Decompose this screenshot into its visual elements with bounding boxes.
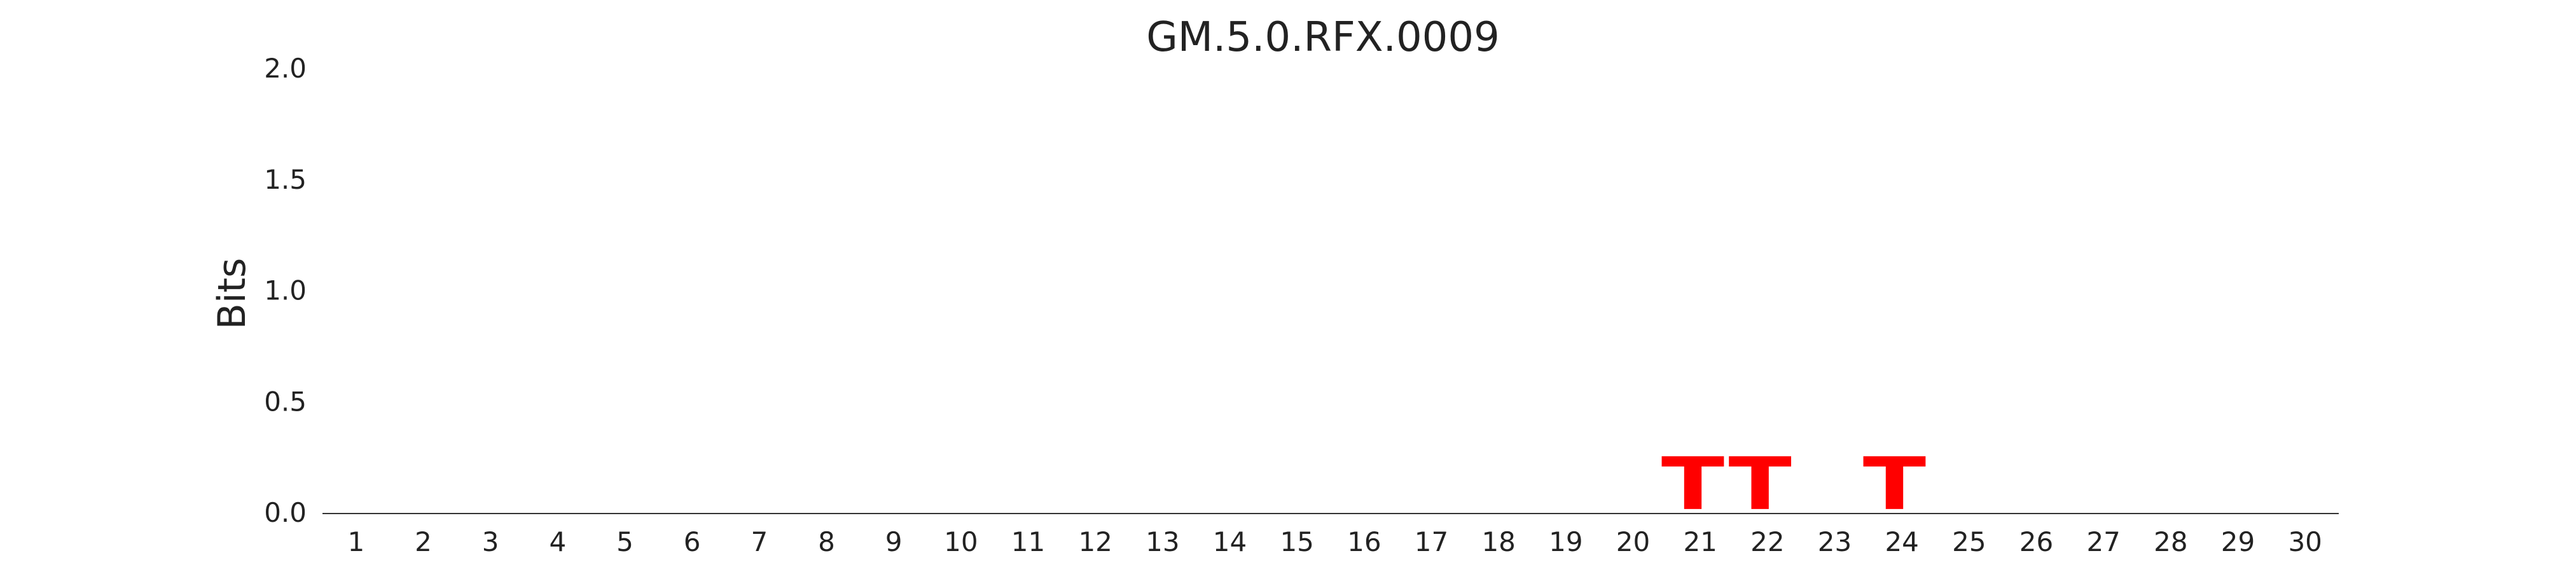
x-tick-label: 23 xyxy=(1818,526,1852,557)
x-tick-label: 10 xyxy=(944,526,978,557)
x-tick-label: 28 xyxy=(2154,526,2187,557)
y-tick-label: 1.5 xyxy=(264,164,307,195)
logo-letter-t: T xyxy=(1661,442,1724,526)
x-tick-label: 6 xyxy=(684,526,701,557)
x-tick-label: 4 xyxy=(549,526,566,557)
x-tick-label: 24 xyxy=(1885,526,1918,557)
y-tick-label: 2.0 xyxy=(264,53,307,84)
x-tick-label: 16 xyxy=(1347,526,1381,557)
x-tick-label: 13 xyxy=(1146,526,1179,557)
x-tick-label: 7 xyxy=(751,526,768,557)
x-tick-label: 3 xyxy=(482,526,499,557)
x-axis: 1 2 3 4 5 6 7 8 9 10 11 12 13 14 15 16 17 18 19 20 21 22 23 24 2… xyxy=(322,513,2339,557)
x-tick-label: 14 xyxy=(1213,526,1247,557)
chart-title: GM.5.0.RFX.0009 xyxy=(1146,14,1500,61)
x-tick-label: 5 xyxy=(616,526,634,557)
y-tick-label: 1.0 xyxy=(264,275,307,306)
x-tick-label: 15 xyxy=(1280,526,1313,557)
x-tick-label: 18 xyxy=(1481,526,1515,557)
y-axis: 0.0 0.5 1.0 1.5 2.0 xyxy=(264,53,307,528)
x-tick-label: 11 xyxy=(1011,526,1045,557)
x-tick-label: 22 xyxy=(1750,526,1784,557)
x-tick-label: 29 xyxy=(2221,526,2255,557)
x-tick-label: 26 xyxy=(2019,526,2053,557)
x-tick-label: 27 xyxy=(2086,526,2120,557)
x-tick-label: 19 xyxy=(1549,526,1582,557)
x-tick-label: 1 xyxy=(347,526,364,557)
x-tick-label: 20 xyxy=(1616,526,1650,557)
logo-letters: CAACAAGCACACACAAGTACTTATCTTTTTCTTGTCGATA… xyxy=(1661,442,1926,526)
x-tick-label: 30 xyxy=(2288,526,2322,557)
x-tick-label: 21 xyxy=(1683,526,1717,557)
x-tick-label: 9 xyxy=(885,526,903,557)
x-tick-label: 12 xyxy=(1078,526,1112,557)
x-tick-label: 8 xyxy=(818,526,835,557)
y-axis-label: Bits xyxy=(210,258,254,330)
x-tick-label: 17 xyxy=(1415,526,1448,557)
logo-letter-t: T xyxy=(1729,442,1792,526)
x-tick-label: 2 xyxy=(415,526,432,557)
y-tick-label: 0.0 xyxy=(264,497,307,528)
y-tick-label: 0.5 xyxy=(264,386,307,417)
x-tick-label: 25 xyxy=(1952,526,1986,557)
logo-letter-t: T xyxy=(1863,442,1926,526)
